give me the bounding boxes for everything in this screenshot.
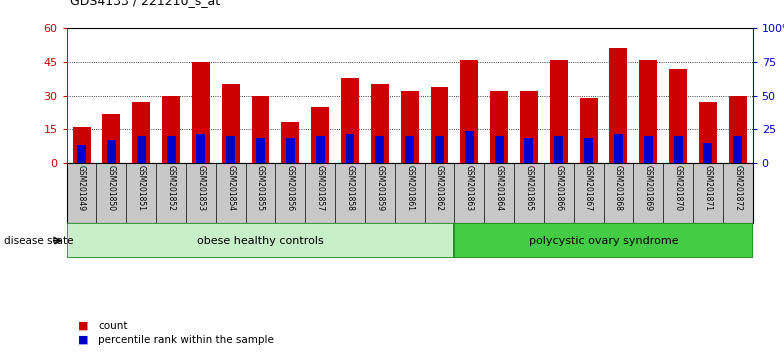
Text: ■: ■ xyxy=(78,335,89,345)
Bar xyxy=(77,145,86,163)
Text: obese healthy controls: obese healthy controls xyxy=(197,236,324,246)
Bar xyxy=(166,136,176,163)
Text: GSM201853: GSM201853 xyxy=(196,165,205,211)
Text: GSM201851: GSM201851 xyxy=(136,165,146,211)
Text: GSM201858: GSM201858 xyxy=(346,165,354,211)
Bar xyxy=(256,138,265,163)
Bar xyxy=(132,102,151,163)
Bar xyxy=(107,141,116,163)
Text: GSM201855: GSM201855 xyxy=(256,165,265,211)
Text: disease state: disease state xyxy=(4,236,74,246)
Bar xyxy=(520,91,538,163)
Bar xyxy=(311,107,329,163)
Bar xyxy=(341,78,359,163)
Text: GSM201871: GSM201871 xyxy=(703,165,713,211)
Bar xyxy=(103,114,120,163)
Bar xyxy=(495,136,503,163)
Bar xyxy=(490,91,508,163)
Text: GSM201861: GSM201861 xyxy=(405,165,414,211)
Bar xyxy=(584,138,593,163)
Bar xyxy=(316,136,325,163)
Bar xyxy=(554,136,563,163)
Bar xyxy=(524,138,533,163)
Bar xyxy=(222,84,240,163)
Text: GSM201866: GSM201866 xyxy=(554,165,563,211)
Bar xyxy=(614,134,623,163)
Text: GSM201857: GSM201857 xyxy=(316,165,325,211)
Bar xyxy=(67,223,455,258)
Bar xyxy=(371,84,389,163)
Bar xyxy=(673,136,683,163)
Bar xyxy=(286,138,295,163)
Text: GSM201869: GSM201869 xyxy=(644,165,653,211)
Bar xyxy=(435,136,444,163)
Bar xyxy=(405,136,414,163)
Text: percentile rank within the sample: percentile rank within the sample xyxy=(98,335,274,345)
Bar xyxy=(73,127,90,163)
Bar xyxy=(644,136,653,163)
Text: GSM201862: GSM201862 xyxy=(435,165,444,211)
Bar xyxy=(639,60,657,163)
Bar xyxy=(252,96,270,163)
Bar xyxy=(733,136,742,163)
Text: GSM201849: GSM201849 xyxy=(77,165,86,211)
Bar xyxy=(227,136,235,163)
Text: GSM201863: GSM201863 xyxy=(465,165,474,211)
Text: count: count xyxy=(98,321,128,331)
Text: polycystic ovary syndrome: polycystic ovary syndrome xyxy=(528,236,678,246)
Bar xyxy=(550,60,568,163)
Bar xyxy=(729,96,746,163)
Bar xyxy=(465,131,474,163)
Bar xyxy=(196,134,205,163)
Bar xyxy=(579,98,597,163)
Text: GSM201859: GSM201859 xyxy=(376,165,384,211)
Bar xyxy=(192,62,210,163)
Bar xyxy=(401,91,419,163)
Bar xyxy=(460,60,478,163)
Bar xyxy=(162,96,180,163)
Text: GSM201870: GSM201870 xyxy=(673,165,683,211)
Bar xyxy=(376,136,384,163)
Bar xyxy=(703,143,713,163)
Bar xyxy=(136,136,146,163)
Bar xyxy=(430,87,448,163)
Text: GSM201865: GSM201865 xyxy=(524,165,533,211)
Text: ■: ■ xyxy=(78,321,89,331)
Text: GSM201864: GSM201864 xyxy=(495,165,503,211)
Bar xyxy=(699,102,717,163)
Bar xyxy=(609,48,627,163)
Bar xyxy=(455,223,753,258)
Bar xyxy=(346,134,354,163)
Text: GSM201850: GSM201850 xyxy=(107,165,116,211)
Text: GSM201856: GSM201856 xyxy=(286,165,295,211)
Text: GSM201852: GSM201852 xyxy=(166,165,176,211)
Text: GSM201868: GSM201868 xyxy=(614,165,623,211)
Text: GSM201872: GSM201872 xyxy=(733,165,742,211)
Text: GSM201854: GSM201854 xyxy=(226,165,235,211)
Bar xyxy=(281,122,299,163)
Text: GSM201867: GSM201867 xyxy=(584,165,593,211)
Text: GDS4133 / 221210_s_at: GDS4133 / 221210_s_at xyxy=(70,0,220,7)
Bar xyxy=(669,69,687,163)
